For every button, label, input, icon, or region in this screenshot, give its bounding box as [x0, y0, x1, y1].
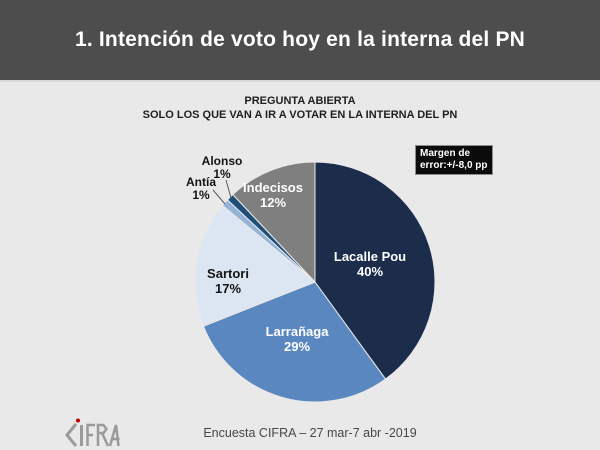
- logo-letter-c: [65, 423, 78, 447]
- slice-name: Sartori: [207, 266, 249, 281]
- pie-chart: [194, 161, 436, 403]
- slice-label-alonso: Alonso 1%: [202, 155, 243, 181]
- pie-slice-lacalle-pou: [314, 161, 436, 380]
- source-caption: Encuesta CIFRA – 27 mar-7 abr -2019: [203, 426, 417, 440]
- slice-value: 1%: [192, 188, 210, 202]
- alonso-leader-line: [225, 179, 232, 199]
- subtitle-line-1: PREGUNTA ABIERTA: [244, 95, 356, 107]
- pie-slice-larranaga: [202, 281, 387, 403]
- pie-slices: [194, 161, 436, 403]
- slice-name: Alonso: [201, 154, 243, 168]
- cifra-logo: [65, 418, 120, 447]
- title-bar: 1. Intención de voto hoy en la interna d…: [0, 0, 600, 82]
- slice-label-antia: Antía 1%: [186, 176, 216, 202]
- pie-slice-sartori: [194, 204, 316, 327]
- slice-value: 29%: [283, 339, 311, 354]
- slice-label-sartori: Sartori 17%: [207, 266, 249, 296]
- slice-label-lacalle-pou: Lacalle Pou 40%: [334, 249, 406, 279]
- logo-letter-r: [96, 423, 110, 447]
- label-leader-lines: [212, 179, 232, 205]
- antia-leader-line: [212, 189, 226, 205]
- margin-of-error-line-1: Margen de: [420, 148, 471, 159]
- slice-value: 12%: [259, 195, 287, 210]
- slice-label-indecisos: Indecisos 12%: [243, 180, 303, 210]
- margin-of-error-line-2: error:+/-8,0 pp: [420, 160, 488, 171]
- slice-name: Antía: [186, 175, 216, 189]
- margin-of-error-box: Margen de error:+/-8,0 pp: [415, 145, 493, 175]
- logo-letter-a: [108, 424, 120, 447]
- chart-subtitle: PREGUNTA ABIERTA SOLO LOS QUE VAN A IR A…: [0, 94, 600, 122]
- slice-label-larranaga: Larrañaga 29%: [266, 324, 329, 354]
- slice-value: 40%: [356, 264, 384, 279]
- slice-value: 1%: [213, 167, 231, 181]
- logo-letter-f: [86, 423, 95, 446]
- page-title: 1. Intención de voto hoy en la interna d…: [74, 28, 526, 51]
- subtitle-line-2: SOLO LOS QUE VAN A IR A VOTAR EN LA INTE…: [142, 109, 458, 121]
- slice-value: 17%: [214, 281, 242, 296]
- logo-red-dot: [76, 418, 80, 423]
- slice-name: Indecisos: [243, 180, 303, 195]
- slice-name: Lacalle Pou: [333, 249, 407, 264]
- slice-name: Larrañaga: [265, 324, 329, 339]
- pie-slice-indecisos: [232, 161, 316, 284]
